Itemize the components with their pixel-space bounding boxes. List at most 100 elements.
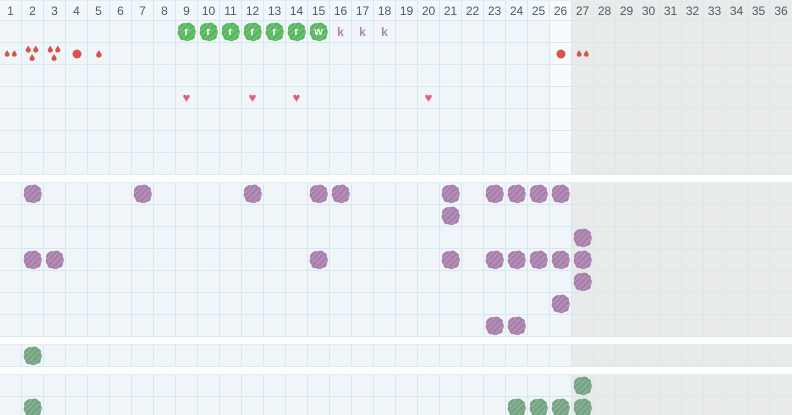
day-cell[interactable] [550,227,572,248]
day-cell[interactable] [506,109,528,130]
day-cell[interactable] [660,153,682,174]
day-cell[interactable] [594,183,616,204]
day-cell[interactable] [66,293,88,314]
day-cell[interactable] [770,375,792,396]
day-cell[interactable] [506,227,528,248]
day-cell[interactable] [506,21,528,42]
day-cell[interactable] [704,153,726,174]
day-cell[interactable] [374,249,396,270]
day-cell[interactable] [44,315,66,336]
day-cell[interactable] [374,271,396,292]
day-cell[interactable] [286,375,308,396]
day-cell[interactable] [638,21,660,42]
day-cell[interactable] [484,153,506,174]
day-header-cell[interactable]: 6 [110,1,132,20]
day-cell[interactable] [308,293,330,314]
day-cell[interactable] [88,109,110,130]
day-cell[interactable] [682,227,704,248]
day-cell[interactable] [308,315,330,336]
day-cell[interactable] [462,315,484,336]
day-cell[interactable] [308,43,330,64]
day-cell[interactable] [66,65,88,86]
day-cell[interactable] [594,315,616,336]
day-cell[interactable] [154,153,176,174]
day-cell[interactable] [198,271,220,292]
day-cell[interactable] [484,271,506,292]
day-cell[interactable] [484,205,506,226]
day-header-cell[interactable]: 14 [286,1,308,20]
day-cell[interactable] [440,205,462,226]
day-cell[interactable] [264,315,286,336]
day-cell[interactable] [770,183,792,204]
day-cell[interactable] [396,205,418,226]
day-cell[interactable] [418,227,440,248]
day-cell[interactable] [22,153,44,174]
day-cell[interactable] [506,65,528,86]
day-cell[interactable] [0,345,22,366]
day-cell[interactable] [242,43,264,64]
day-cell[interactable] [0,183,22,204]
day-cell[interactable] [440,397,462,415]
day-cell[interactable] [154,227,176,248]
day-cell[interactable] [440,87,462,108]
day-cell[interactable] [0,131,22,152]
day-cell[interactable] [682,183,704,204]
day-cell[interactable] [154,109,176,130]
day-cell[interactable] [44,271,66,292]
day-cell[interactable] [484,131,506,152]
day-cell[interactable] [330,131,352,152]
day-cell[interactable] [550,109,572,130]
day-cell[interactable] [484,109,506,130]
day-cell[interactable] [616,345,638,366]
day-cell[interactable] [638,249,660,270]
day-cell[interactable] [528,293,550,314]
day-cell[interactable] [44,205,66,226]
day-cell[interactable] [616,271,638,292]
day-header-cell[interactable]: 24 [506,1,528,20]
day-cell[interactable] [396,249,418,270]
day-cell[interactable] [748,293,770,314]
day-cell[interactable] [418,375,440,396]
day-cell[interactable] [110,227,132,248]
day-cell[interactable] [330,345,352,366]
day-cell[interactable] [176,183,198,204]
day-cell[interactable] [594,249,616,270]
day-cell[interactable] [220,227,242,248]
day-cell[interactable] [462,271,484,292]
day-cell[interactable] [418,131,440,152]
day-cell[interactable] [264,153,286,174]
day-cell[interactable] [110,153,132,174]
day-cell[interactable] [176,249,198,270]
day-cell[interactable] [22,271,44,292]
day-cell[interactable] [110,131,132,152]
day-cell[interactable] [396,109,418,130]
day-cell[interactable] [660,65,682,86]
day-cell[interactable] [770,315,792,336]
day-cell[interactable] [374,293,396,314]
day-cell[interactable] [308,87,330,108]
day-cell[interactable] [704,183,726,204]
day-cell[interactable] [0,375,22,396]
day-cell[interactable] [352,293,374,314]
day-cell[interactable] [66,345,88,366]
day-cell[interactable] [506,249,528,270]
day-cell[interactable] [462,375,484,396]
day-cell[interactable] [176,205,198,226]
day-cell[interactable] [374,43,396,64]
day-cell[interactable] [638,293,660,314]
day-cell[interactable] [660,293,682,314]
day-cell[interactable] [550,293,572,314]
day-header-cell[interactable]: 3 [44,1,66,20]
day-cell[interactable] [176,131,198,152]
day-cell[interactable] [198,345,220,366]
day-cell[interactable] [704,397,726,415]
day-cell[interactable] [264,375,286,396]
day-cell[interactable] [594,227,616,248]
day-header-cell[interactable]: 19 [396,1,418,20]
day-cell[interactable] [726,397,748,415]
day-cell[interactable] [0,205,22,226]
day-cell[interactable] [22,43,44,64]
day-cell[interactable] [0,249,22,270]
day-header-cell[interactable]: 5 [88,1,110,20]
day-cell[interactable] [154,271,176,292]
